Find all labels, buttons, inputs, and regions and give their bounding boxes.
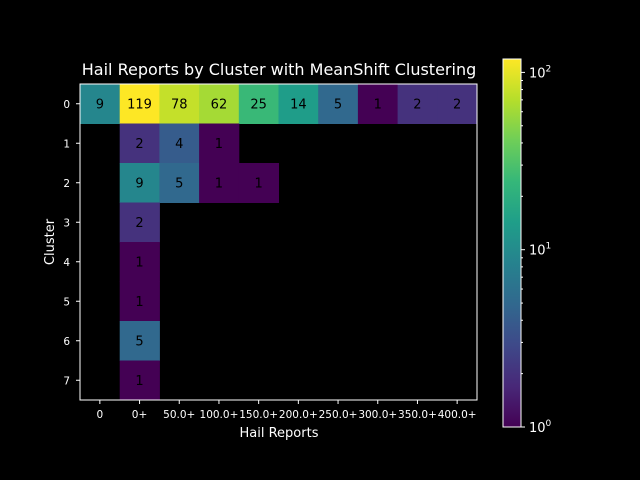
cell-value-label: 25 [250,97,267,112]
heatmap-cell [437,84,478,124]
cell-value-label: 14 [290,97,307,112]
cell-value-label: 5 [175,176,183,191]
cell-value-label: 1 [374,97,382,112]
cell-value-label: 1 [135,255,143,270]
heatmap-cells [80,84,478,401]
y-tick-label: 6 [63,336,70,348]
plot-frame [79,83,478,401]
heatmap-cell [199,123,240,164]
cell-value-label: 2 [135,137,143,152]
heatmap-cell [80,84,121,124]
colorbar-tick-label: 102 [529,64,551,81]
heatmap-cell [278,84,319,124]
heatmap-cell [159,163,200,203]
y-axis-ticks: 0 1 2 3 4 5 6 7 [63,99,80,387]
heatmap-cell [238,84,279,124]
chart-title: Hail Reports by Cluster with MeanShift C… [82,60,476,79]
heatmap-cell [119,242,160,282]
colorbar-tick-label: 100 [529,419,552,436]
x-tick-label: 300.0+ [358,409,397,421]
heatmap-cell [318,84,359,124]
cell-value-label: 5 [334,97,342,112]
heatmap-cell [119,281,160,322]
x-axis-ticks: 0 0+ 50.0+ 100.0+ 150.0+ 200.0+ 250.0+ 300.0+ 35… [97,400,477,421]
heatmap-cell [357,84,399,124]
x-tick-label: 150.0+ [239,409,278,421]
heatmap-cell [119,84,160,124]
colorbar [502,58,522,428]
cell-value-label: 5 [135,334,143,349]
cell-value-label: 78 [171,97,188,112]
y-tick-label: 3 [63,217,70,229]
x-tick-label: 250.0+ [319,409,358,421]
heatmap-cell [199,163,240,203]
x-axis-label: Hail Reports [240,426,319,441]
x-tick-label: 100.0+ [200,409,239,421]
cell-value-label: 1 [135,295,143,310]
y-tick-label: 5 [63,296,70,308]
x-tick-label: 0+ [132,409,147,421]
heatmap-cell [119,202,160,243]
heatmap-cell [199,84,240,124]
heatmap-cell [119,321,160,361]
x-tick-label: 50.0+ [163,409,195,421]
y-tick-label: 7 [63,375,70,387]
heatmap-cell [238,163,279,203]
colorbar-ticks: 100 101 102 [521,64,552,436]
y-tick-label: 2 [63,178,70,190]
cell-value-label: 62 [211,97,228,112]
cell-value-label: 2 [453,97,461,112]
cell-value-label: 2 [413,97,421,112]
colorbar-tick-label: 101 [529,242,551,259]
heatmap-cell [119,123,160,164]
y-tick-label: 4 [63,257,70,269]
cell-value-label: 1 [135,374,143,389]
y-tick-label: 0 [63,99,70,111]
cell-value-label: 1 [215,137,223,152]
x-tick-label: 400.0+ [438,409,477,421]
heatmap-cell-labels: 9 119 78 62 25 14 5 1 2 2 2 4 1 9 5 1 1 2 1 1 5 1 [96,97,462,389]
y-tick-label: 1 [63,138,70,150]
heatmap-cell [119,360,160,401]
cell-value-label: 1 [255,176,263,191]
heatmap-cell [159,123,200,164]
cell-value-label: 4 [175,137,183,152]
x-tick-label: 350.0+ [398,409,437,421]
heatmap-cell [119,163,160,203]
y-axis-label: Cluster [43,218,58,265]
cell-value-label: 9 [135,176,143,191]
x-tick-label: 0 [97,409,104,421]
x-tick-label: 200.0+ [279,409,318,421]
cell-value-label: 2 [135,216,143,231]
heatmap-cell [159,84,200,124]
cell-value-label: 119 [127,97,152,112]
cell-value-label: 9 [96,97,104,112]
heatmap-cell [397,84,438,124]
cell-value-label: 1 [215,176,223,191]
